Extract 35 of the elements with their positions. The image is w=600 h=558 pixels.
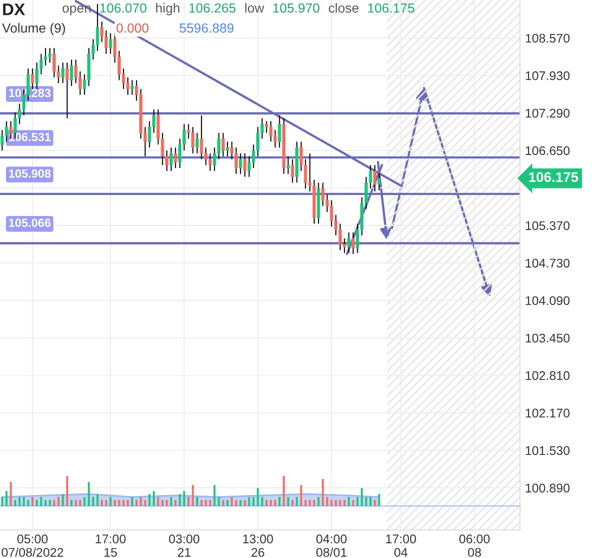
annotation: 106.070 bbox=[100, 3, 146, 13]
y-tick-label: 104.730 bbox=[526, 258, 570, 268]
y-tick-label: 106.650 bbox=[526, 146, 570, 156]
y-tick-label: 103.450 bbox=[526, 334, 570, 343]
ref-line-label: 105.066 bbox=[9, 218, 51, 228]
annotation: 105.970 bbox=[273, 3, 320, 13]
y-tick-label: 108.570 bbox=[526, 34, 570, 43]
y-tick-label: 102.170 bbox=[526, 408, 570, 418]
ref-line-label: 105.908 bbox=[9, 169, 51, 178]
y-tick-label: 105.370 bbox=[526, 221, 570, 230]
text: 106.175 bbox=[529, 172, 578, 182]
annotation: 0.000 bbox=[116, 23, 148, 33]
annotation: close bbox=[328, 3, 358, 13]
y-tick-label: 107.930 bbox=[526, 71, 570, 80]
y-tick-label: 101.530 bbox=[526, 446, 570, 455]
annotation: 106.175 bbox=[368, 3, 414, 13]
annotation: high bbox=[156, 3, 180, 16]
x-tick-label: 03:00 21 bbox=[169, 534, 200, 557]
y-tick-label: 102.810 bbox=[526, 371, 570, 380]
x-tick-label: 04:00 08/01 bbox=[316, 534, 347, 557]
ref-line-label: 106.531 bbox=[9, 132, 51, 142]
x-tick-label: 17:00 15 bbox=[96, 534, 126, 557]
y-tick-label: 104.090 bbox=[526, 296, 570, 306]
x-tick-label: 13:00 26 bbox=[243, 534, 273, 557]
chart-title: Volume (9) bbox=[2, 23, 65, 36]
annotation: open bbox=[62, 5, 90, 16]
annotation: low bbox=[245, 3, 264, 13]
x-tick-label: 06:00 08 bbox=[459, 534, 490, 557]
chart-title: DX bbox=[3, 4, 26, 16]
x-tick-label: 17:00 04 bbox=[386, 534, 416, 557]
annotation: 5596.889 bbox=[180, 23, 234, 33]
annotation: 106.265 bbox=[189, 3, 236, 13]
y-tick-label: 107.290 bbox=[526, 108, 570, 118]
x-tick-label: 05:00 07/08/2022 bbox=[2, 534, 64, 557]
y-tick-label: 100.890 bbox=[526, 484, 570, 492]
